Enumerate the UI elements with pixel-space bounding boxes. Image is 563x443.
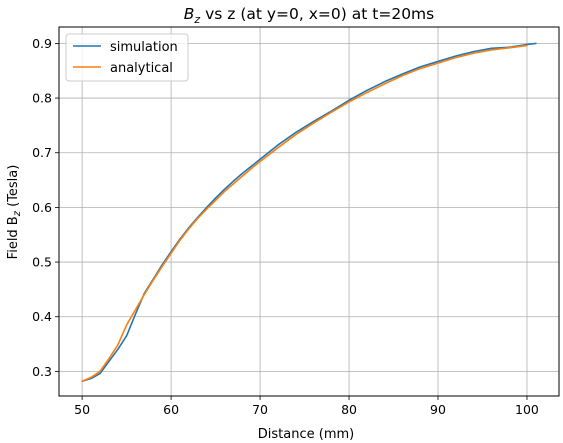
legend-label-analytical: analytical [110,61,173,76]
chart-title: Bz vs z (at y=0, x=0) at t=20ms [184,5,434,26]
x-axis-label: Distance (mm) [258,427,354,442]
grid-layer [59,27,559,396]
title-text: vs z (at y=0, x=0) at t=20ms [200,5,434,23]
x-tick-label: 90 [430,402,446,417]
series-line-simulation [81,42,537,383]
y-tick-label: 0.3 [32,364,52,379]
y-axis-label: Field Bz (Tesla) [6,165,23,260]
y-tick-label: 0.7 [32,145,52,160]
series-line-analytical [81,44,528,383]
plot-frame [58,26,560,397]
tick-layer: 50 60 70 80 90 100 0.3 0.4 0.5 0.6 0.7 0.8 0.9 [32,36,539,417]
x-tick-label: 70 [252,402,268,417]
ylabel-prefix: Field B [6,216,21,259]
x-tick-label: 80 [341,402,357,417]
title-symbol: B [184,5,195,23]
legend: simulation analytical [65,33,189,82]
x-tick-label: 100 [515,402,539,417]
legend-label-simulation: simulation [110,40,178,55]
ylabel-unit: (Tesla) [6,165,21,211]
series-layer [81,42,537,383]
y-tick-label: 0.4 [32,309,52,324]
x-tick-label: 50 [74,402,90,417]
ylabel-subscript: z [12,210,23,217]
y-tick-label: 0.6 [32,200,52,215]
y-tick-label: 0.9 [32,36,52,51]
x-tick-label: 60 [163,402,179,417]
y-tick-label: 0.8 [32,91,52,106]
y-tick-label: 0.5 [32,255,52,270]
title-subscript: z [193,13,200,26]
